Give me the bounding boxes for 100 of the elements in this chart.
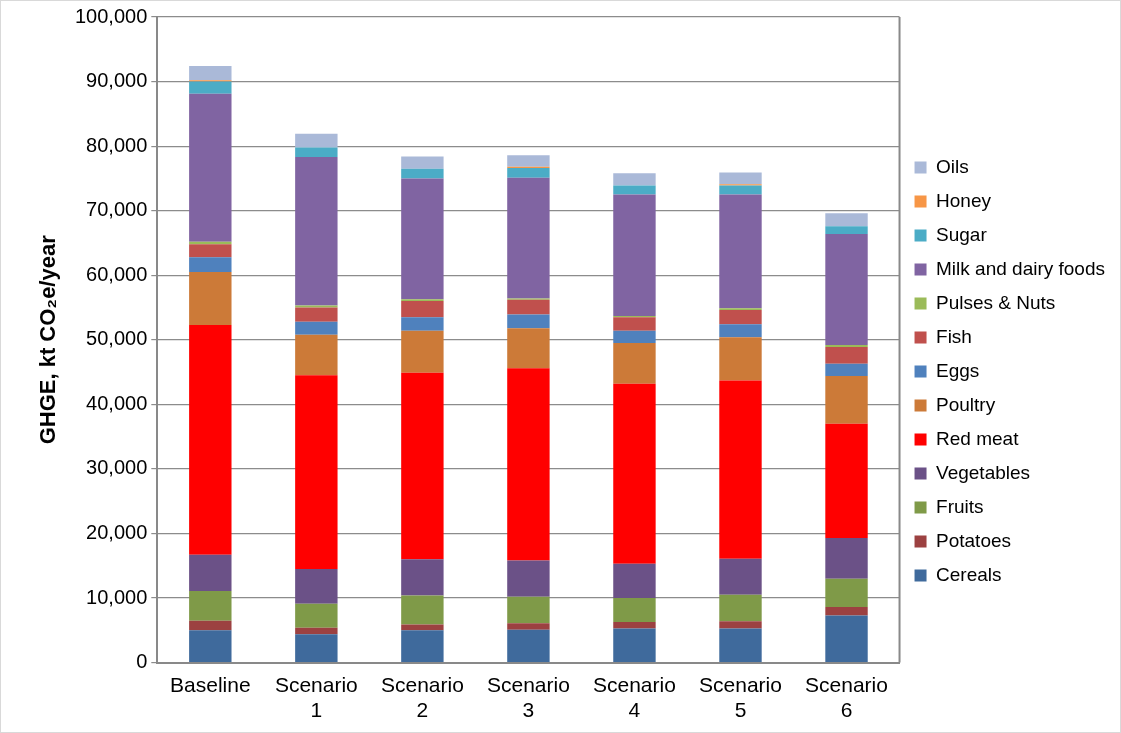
bar [613, 173, 656, 186]
y-axis-title: GHGE, kt CO₂e/year [35, 234, 61, 445]
bar [719, 594, 762, 622]
bar [189, 324, 232, 555]
bar [825, 607, 868, 616]
bar [719, 380, 762, 559]
bar [719, 310, 762, 325]
bar [719, 185, 762, 195]
y-tick-label: 80,000 [86, 133, 148, 156]
legend-label: Milk and dairy foods [936, 257, 1105, 279]
bar [401, 330, 444, 373]
bar [295, 157, 338, 306]
bar [401, 317, 444, 331]
y-tick-label: 20,000 [86, 521, 148, 543]
bar [825, 233, 868, 345]
bar [401, 559, 444, 596]
legend-label: Potatoes [936, 529, 1012, 551]
x-tick-label: Scenario 5 [699, 673, 782, 722]
bar [295, 147, 338, 158]
bar [719, 621, 762, 629]
y-tick-label: 0 [136, 650, 148, 673]
bar [507, 328, 550, 369]
legend-label: Pulses & Nuts [936, 291, 1056, 313]
bar [507, 155, 550, 167]
legend-label: Vegetables [936, 461, 1031, 483]
bar [719, 172, 762, 185]
bar [507, 629, 550, 662]
bar [719, 324, 762, 338]
bar [825, 346, 868, 364]
bar [507, 177, 550, 299]
bar [401, 156, 444, 169]
y-tick-label: 40,000 [86, 391, 148, 414]
bar [613, 598, 656, 622]
bar [189, 272, 232, 325]
x-tick-label: Scenario 3 [486, 673, 570, 722]
legend-label: Oils [936, 155, 969, 177]
bar [189, 66, 232, 81]
legend-label: Cereals [936, 563, 1002, 585]
x-tick-label: Scenario 1 [274, 673, 358, 722]
bar [613, 330, 656, 344]
bar [295, 603, 338, 628]
bar [825, 615, 868, 662]
bar [189, 244, 232, 258]
bar [719, 194, 762, 309]
bar [295, 133, 338, 148]
x-tick-label: Baseline [170, 673, 251, 696]
y-tick-label: 70,000 [86, 198, 148, 221]
legend-label: Honey [936, 189, 992, 211]
bar [507, 560, 550, 597]
bar [613, 317, 656, 331]
bar [189, 554, 232, 591]
bar [825, 363, 868, 376]
bar [507, 596, 550, 624]
y-tick-label: 30,000 [86, 456, 148, 479]
bar [507, 368, 550, 561]
bar [825, 213, 868, 227]
x-tick-label: Scenario 4 [593, 673, 676, 722]
x-tick-label: Scenario 6 [805, 673, 888, 722]
bar [189, 93, 232, 242]
legend-label: Fish [936, 325, 972, 347]
bar [613, 343, 656, 384]
y-tick-label: 90,000 [86, 69, 148, 92]
bar [295, 375, 338, 569]
y-tick-label: 100,000 [75, 4, 148, 27]
bar [507, 623, 550, 630]
bar [401, 178, 444, 300]
bar [719, 628, 762, 662]
x-tick-label: Scenario 2 [380, 673, 464, 722]
bar [825, 538, 868, 579]
bar [189, 257, 232, 273]
bar [613, 194, 656, 316]
bar [825, 375, 868, 424]
bar [401, 595, 444, 625]
bar [825, 226, 868, 234]
bar [401, 630, 444, 662]
bar [401, 301, 444, 318]
legend-label: Fruits [936, 495, 984, 517]
bar [719, 558, 762, 595]
bar [613, 628, 656, 662]
bar [613, 383, 656, 564]
bar [507, 314, 550, 329]
bar [295, 568, 338, 604]
y-tick-label: 10,000 [86, 585, 148, 608]
bar [295, 307, 338, 322]
bar [295, 634, 338, 662]
bar [401, 372, 444, 560]
bar [401, 168, 444, 179]
bar [189, 590, 232, 621]
y-tick-label: 50,000 [86, 327, 148, 350]
legend-label: Sugar [936, 223, 988, 245]
bar [613, 563, 656, 599]
bar [825, 423, 868, 538]
legend-label: Poultry [936, 393, 996, 415]
bar [189, 630, 232, 662]
bar [825, 578, 868, 608]
bar [613, 185, 656, 195]
legend-label: Eggs [936, 359, 980, 381]
y-tick-label: 60,000 [86, 262, 148, 285]
bar [613, 621, 656, 629]
bar [295, 334, 338, 376]
